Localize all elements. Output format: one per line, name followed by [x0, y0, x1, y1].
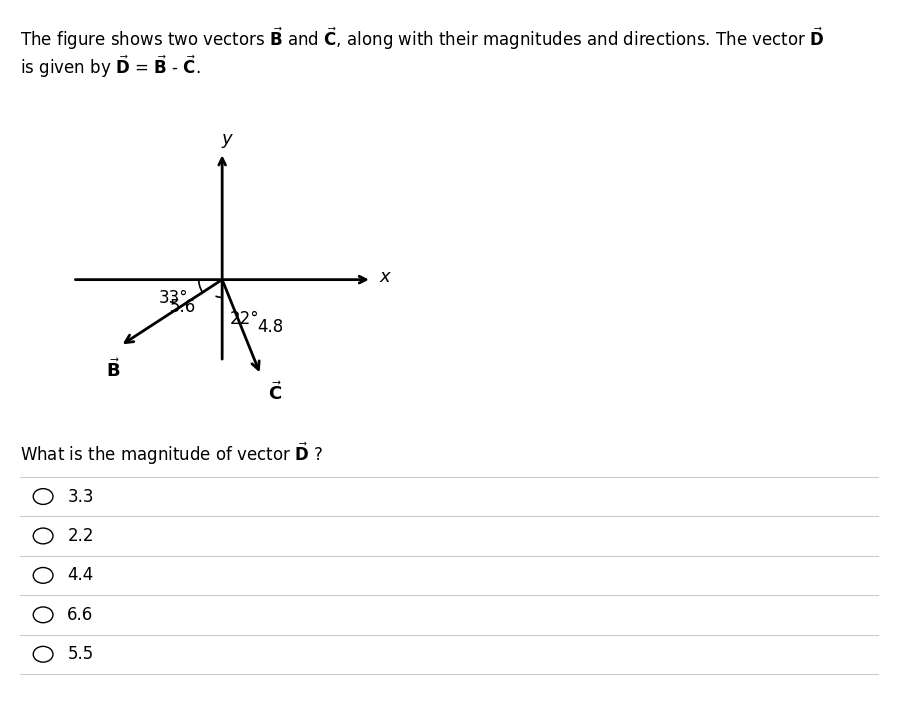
Text: $\vec{\mathbf{C}}$: $\vec{\mathbf{C}}$ — [269, 381, 283, 404]
Text: x: x — [379, 268, 390, 286]
Text: 22°: 22° — [230, 310, 260, 328]
Text: What is the magnitude of vector $\vec{\mathbf{D}}$ ?: What is the magnitude of vector $\vec{\m… — [20, 441, 323, 467]
Text: 4.4: 4.4 — [67, 566, 93, 584]
Text: 6.6: 6.6 — [67, 606, 93, 624]
Text: 5.6: 5.6 — [170, 298, 197, 315]
Text: 4.8: 4.8 — [257, 318, 284, 336]
Text: 33°: 33° — [159, 290, 189, 308]
Text: 2.2: 2.2 — [67, 527, 94, 545]
Text: y: y — [222, 130, 233, 148]
Text: is given by $\vec{\mathbf{D}}$ = $\vec{\mathbf{B}}$ - $\vec{\mathbf{C}}$.: is given by $\vec{\mathbf{D}}$ = $\vec{\… — [20, 54, 200, 80]
Text: 3.3: 3.3 — [67, 488, 94, 505]
Text: 5.5: 5.5 — [67, 645, 93, 663]
Text: The figure shows two vectors $\vec{\mathbf{B}}$ and $\vec{\mathbf{C}}$, along wi: The figure shows two vectors $\vec{\math… — [20, 25, 824, 52]
Text: $\vec{\mathbf{B}}$: $\vec{\mathbf{B}}$ — [106, 358, 120, 381]
